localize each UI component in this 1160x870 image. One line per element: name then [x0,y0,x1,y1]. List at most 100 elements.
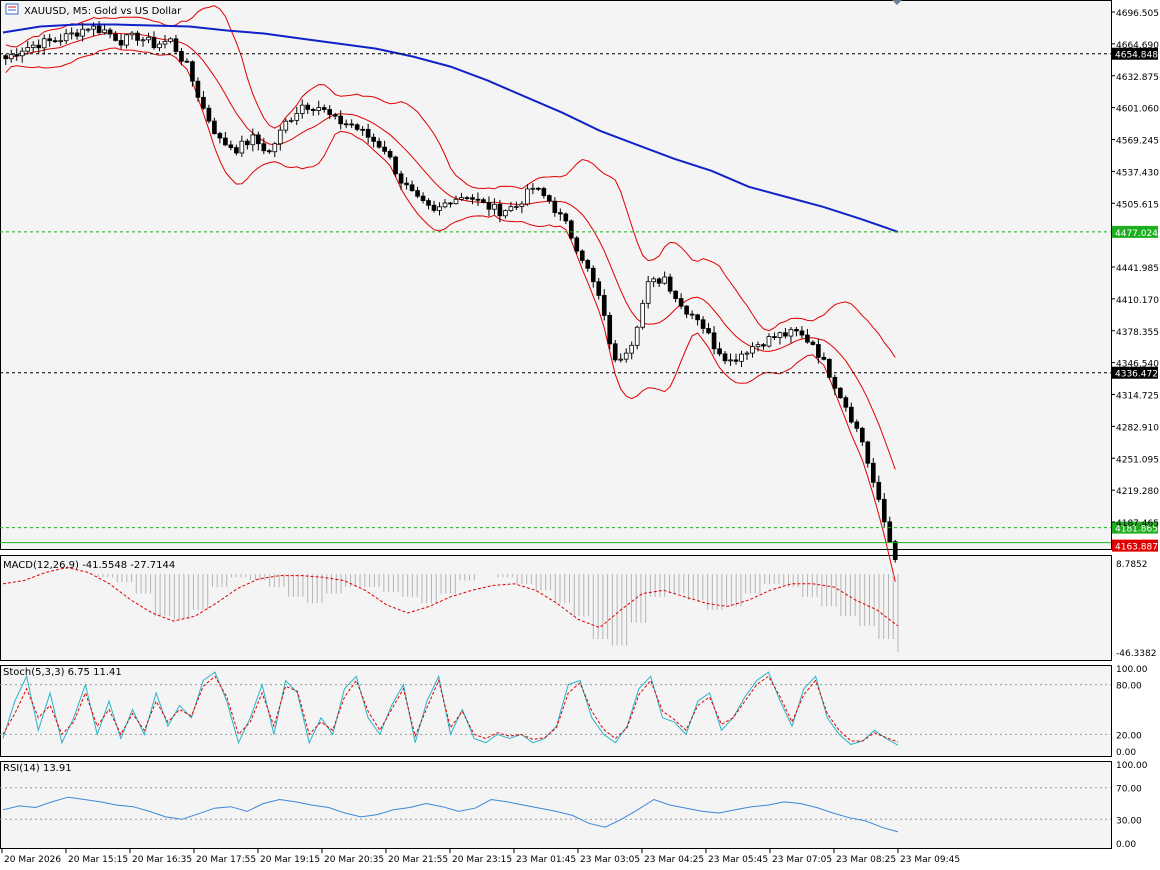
candle [481,197,486,204]
rsi-title: RSI(14) 13.91 [3,763,72,774]
candle [58,33,63,46]
candle [162,35,168,49]
candle [794,327,799,337]
price-tick-label: 4282.910 [1116,423,1159,433]
candle [766,333,772,348]
candle [662,271,667,285]
candle [420,192,426,204]
rsi-line [2,796,899,833]
candle [612,340,618,363]
price-tick-label: 4410.170 [1116,296,1159,306]
candle [69,27,74,40]
candle [398,170,404,191]
time-tick-label: 20 Mar 16:35 [132,855,192,865]
rsi-tick-label: 100.00 [1116,761,1148,771]
price-label-text: 4654.848 [1115,51,1158,61]
time-tick-label: 23 Mar 01:45 [516,855,576,865]
candle [135,30,140,46]
candle [706,322,711,335]
candle [437,202,442,216]
candle [733,353,739,365]
macd-signal-line [2,566,899,629]
candle [173,34,179,54]
candle [453,195,459,205]
bollinger-lower-line [5,47,896,582]
candle [327,105,333,119]
candle [305,102,311,114]
candle [832,374,838,396]
candle [744,351,750,360]
candle [206,104,212,124]
candle [870,458,876,488]
candle [47,33,52,47]
candle [124,33,129,49]
candle [717,342,722,357]
candle [36,39,42,55]
candle [508,201,514,212]
candle [387,148,393,160]
candle [168,37,173,44]
candle [343,119,349,129]
candle [426,198,431,210]
candle [761,343,766,350]
time-tick-label: 20 Mar 15:15 [68,855,128,865]
candle [338,110,344,130]
candle [525,184,530,206]
candle [464,196,470,201]
candle [739,350,744,368]
candle [799,326,805,339]
candle [585,258,591,272]
candle [547,194,552,204]
price-tick-label: 4505.615 [1116,200,1159,210]
candle [755,341,761,352]
candle [184,58,190,63]
candle [667,273,673,294]
candle [827,358,832,380]
rsi-tick-label: 0.00 [1116,840,1136,850]
candle [382,140,387,155]
stoch-panel-border [0,665,1112,757]
stoch-title: Stoch(5,3,3) 6.75 11.41 [3,667,122,678]
price-tick-label: 4632.875 [1116,73,1159,83]
candle [843,395,849,412]
candle [634,325,640,350]
candle [881,493,887,527]
chart-window-icon [5,3,19,15]
moving-average-line [2,23,899,233]
candle [574,236,580,255]
candle [102,24,107,35]
candle [448,201,453,208]
candle [3,53,9,66]
price-label-badge [1112,366,1158,379]
candle [14,48,20,61]
candle [607,312,613,350]
symbol-label: XAUUSD, M5: Gold vs US Dollar [24,6,182,17]
scroll-marker[interactable] [892,0,902,5]
candle [656,277,662,287]
candle [563,212,569,225]
candle [876,475,882,503]
candle [711,326,717,355]
price-tick-label: 4251.095 [1116,455,1159,465]
price-tick-label: 4569.245 [1116,137,1159,147]
candle [568,219,574,240]
candle [557,208,563,221]
candle [590,265,596,288]
candle [777,331,783,345]
candle [404,177,409,190]
candle [261,137,267,155]
candle [772,332,777,341]
candle [514,201,519,210]
candle [80,22,85,42]
time-tick-label: 20 Mar 21:55 [388,855,448,865]
candle [503,209,508,219]
candle [728,353,733,366]
candle [492,198,497,215]
macd-title: MACD(12,26,9) -41.5548 -27.7144 [3,560,175,571]
candle [41,34,47,55]
price-tick-label: 4664.690 [1116,41,1159,51]
candle [25,41,31,55]
candle [8,49,14,63]
time-tick-label: 20 Mar 17:55 [196,855,256,865]
